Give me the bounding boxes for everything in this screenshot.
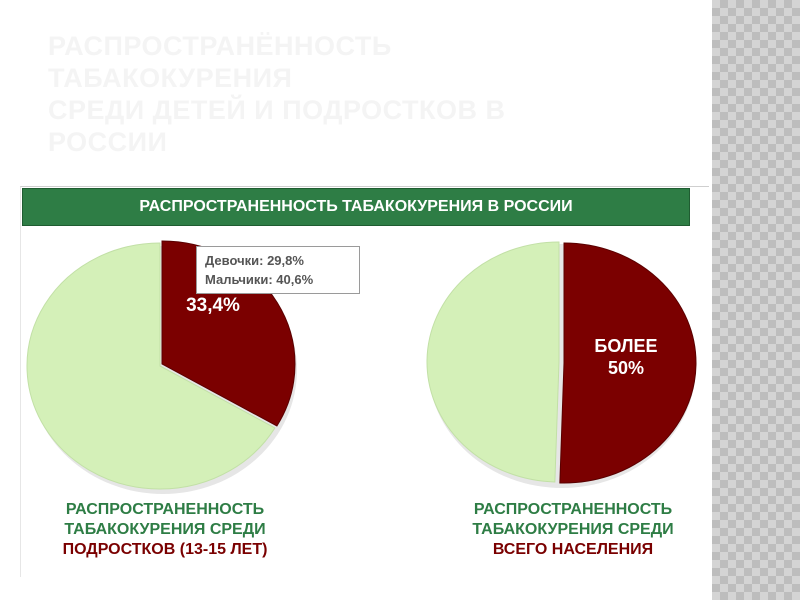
slide-title-line: ТАБАКОКУРЕНИЯ <box>48 63 293 93</box>
caption-highlight: ВСЕГО НАСЕЛЕНИЯ <box>492 541 654 558</box>
caption-line: ТАБАКОКУРЕНИЯ СРЕДИ <box>64 521 266 538</box>
slide-title-line: СРЕДИ ДЕТЕЙ И ПОДРОСТКОВ В <box>48 95 506 125</box>
caption-teenagers: РАСПРОСТРАНЕННОСТЬ ТАБАКОКУРЕНИЯ СРЕДИ П… <box>0 500 330 560</box>
caption-line: РАСПРОСТРАНЕННОСТЬ <box>65 501 265 518</box>
decorative-side-strip <box>712 0 800 600</box>
pie-slice-label: 33,4% <box>186 295 240 316</box>
chart-header: РАСПРОСТРАНЕННОСТЬ ТАБАКОКУРЕНИЯ В РОССИ… <box>22 188 690 226</box>
caption-line: РАСПРОСТРАНЕННОСТЬ <box>473 501 673 518</box>
pie-slice-smokers <box>559 242 697 484</box>
slide-title-line: РОССИИ <box>48 127 168 157</box>
slide-title-line: РАСПРОСТРАНЁННОСТЬ <box>48 31 392 61</box>
caption-highlight: ПОДРОСТКОВ (13-15 ЛЕТ) <box>62 541 268 558</box>
slide-title: РАСПРОСТРАНЁННОСТЬ ТАБАКОКУРЕНИЯ СРЕДИ Д… <box>48 30 688 158</box>
gender-callout: Девочки: 29,8% Мальчики: 40,6% <box>196 246 360 294</box>
pie-chart-population: БОЛЕЕ 50% <box>426 241 697 484</box>
callout-girls: Девочки: 29,8% <box>205 253 304 268</box>
caption-population: РАСПРОСТРАНЕННОСТЬ ТАБАКОКУРЕНИЯ СРЕДИ В… <box>408 500 738 560</box>
pie-slice-rest <box>426 241 560 483</box>
caption-line: ТАБАКОКУРЕНИЯ СРЕДИ <box>472 521 674 538</box>
chart-image-frame <box>20 186 709 577</box>
callout-boys: Мальчики: 40,6% <box>205 272 314 287</box>
pie-slice-rest <box>26 242 276 490</box>
pie-slice-label: БОЛЕЕ 50% <box>594 336 657 378</box>
